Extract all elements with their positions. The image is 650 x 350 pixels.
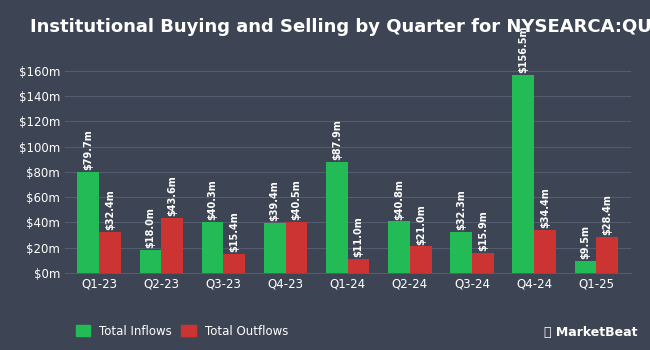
Text: $34.4m: $34.4m bbox=[540, 187, 550, 228]
Bar bbox=[348, 259, 369, 273]
Text: $43.6m: $43.6m bbox=[167, 175, 177, 216]
Bar bbox=[285, 222, 307, 273]
Bar bbox=[77, 172, 99, 273]
Text: $18.0m: $18.0m bbox=[146, 208, 155, 248]
Legend: Total Inflows, Total Outflows: Total Inflows, Total Outflows bbox=[71, 320, 293, 342]
Bar bbox=[140, 250, 161, 273]
Text: ⼿ MarketBeat: ⼿ MarketBeat bbox=[543, 327, 637, 340]
Text: $9.5m: $9.5m bbox=[580, 225, 590, 259]
Text: $40.5m: $40.5m bbox=[291, 179, 302, 220]
Text: $28.4m: $28.4m bbox=[602, 194, 612, 235]
Bar bbox=[99, 232, 121, 273]
Text: $87.9m: $87.9m bbox=[332, 119, 342, 160]
Text: $32.4m: $32.4m bbox=[105, 189, 115, 230]
Bar bbox=[534, 230, 556, 273]
Text: $40.8m: $40.8m bbox=[394, 178, 404, 219]
Text: $21.0m: $21.0m bbox=[416, 204, 426, 245]
Text: $11.0m: $11.0m bbox=[354, 216, 363, 257]
Bar bbox=[264, 223, 285, 273]
Text: $79.7m: $79.7m bbox=[83, 130, 94, 170]
Bar bbox=[512, 75, 534, 273]
Bar bbox=[410, 246, 432, 273]
Bar bbox=[202, 222, 224, 273]
Bar bbox=[224, 253, 245, 273]
Bar bbox=[472, 253, 494, 273]
Text: $15.9m: $15.9m bbox=[478, 210, 488, 251]
Text: $156.5m: $156.5m bbox=[518, 26, 528, 73]
Bar bbox=[450, 232, 472, 273]
Text: $39.4m: $39.4m bbox=[270, 181, 280, 221]
Bar bbox=[161, 218, 183, 273]
Bar bbox=[388, 222, 410, 273]
Text: $15.4m: $15.4m bbox=[229, 211, 239, 252]
Text: $32.3m: $32.3m bbox=[456, 190, 466, 230]
Text: $40.3m: $40.3m bbox=[207, 180, 218, 220]
Title: Institutional Buying and Selling by Quarter for NYSEARCA:QUS: Institutional Buying and Selling by Quar… bbox=[31, 18, 650, 36]
Bar bbox=[596, 237, 618, 273]
Bar bbox=[575, 261, 596, 273]
Bar bbox=[326, 162, 348, 273]
